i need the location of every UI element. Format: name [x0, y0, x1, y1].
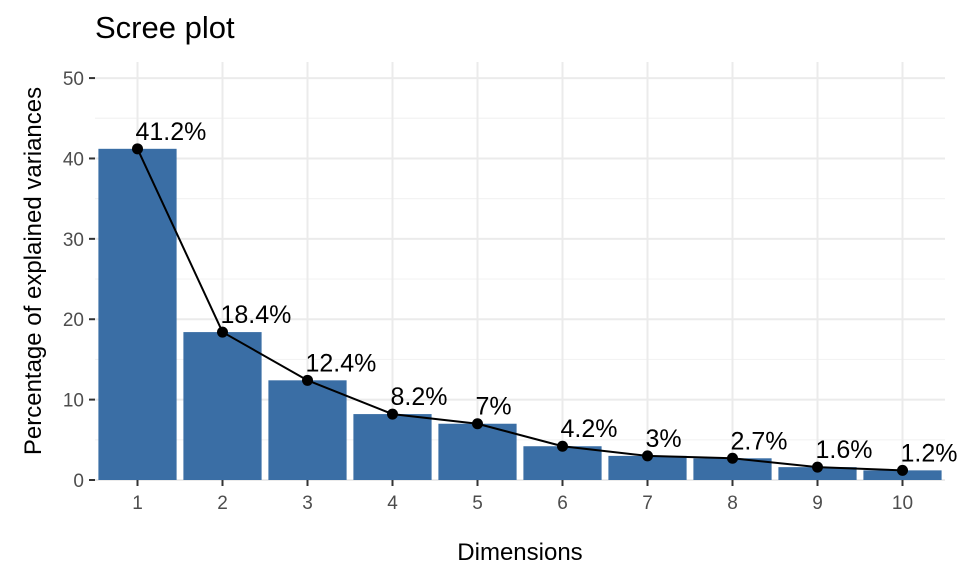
data-label-dim-10: 1.2%	[901, 439, 958, 467]
data-labels: 41.2% 18.4% 12.4% 8.2% 7% 4.2% 3% 2.7% 1.6% 1.2%	[136, 118, 958, 468]
y-tick-label: 40	[63, 149, 84, 170]
data-label-dim-6: 4.2%	[561, 415, 618, 443]
point-dim-7	[642, 450, 653, 462]
x-tick-label: 7	[642, 493, 653, 514]
x-tick-label: 8	[727, 493, 738, 514]
point-dim-10	[897, 464, 908, 476]
data-label-dim-7: 3%	[646, 425, 682, 453]
data-label-dim-9: 1.6%	[816, 436, 873, 464]
points	[132, 143, 908, 476]
y-axis-title: Percentage of explained variances	[20, 87, 47, 455]
point-dim-6	[557, 440, 568, 452]
y-tick-label: 10	[63, 391, 84, 412]
point-dim-8	[727, 452, 738, 464]
bar-dim-4	[353, 414, 432, 480]
y-tick-label: 20	[63, 310, 84, 331]
point-dim-5	[472, 418, 483, 430]
point-dim-1	[132, 143, 143, 155]
line-overlay	[136, 148, 903, 472]
point-dim-3	[302, 374, 313, 386]
data-label-dim-4: 8.2%	[391, 383, 448, 411]
y-tick-label: 50	[63, 69, 84, 90]
point-dim-2	[217, 326, 228, 338]
x-tick-label: 4	[387, 493, 398, 514]
variance-line	[136, 148, 903, 472]
bar-dim-5	[438, 423, 517, 480]
x-tick-label: 2	[217, 493, 228, 514]
bar-dim-2	[183, 332, 262, 480]
data-label-dim-2: 18.4%	[221, 301, 292, 329]
bar-dim-8	[693, 458, 772, 480]
bar-dim-3	[268, 380, 347, 480]
point-dim-4	[387, 408, 398, 420]
bar-dim-6	[523, 446, 602, 480]
x-tick-label: 5	[472, 493, 483, 514]
x-tick-label: 3	[302, 493, 313, 514]
x-tick-label: 9	[812, 493, 823, 514]
data-label-dim-3: 12.4%	[306, 349, 377, 377]
y-tick-label: 0	[73, 471, 84, 492]
x-tick-label: 10	[892, 493, 913, 514]
x-tick-label: 6	[557, 493, 568, 514]
axes: 0 10 20 30 40 50 1 2 3 4 5 6 7 8 9 10	[63, 69, 913, 514]
data-label-dim-5: 7%	[476, 393, 512, 421]
bar-dim-1	[98, 148, 177, 481]
y-tick-label: 30	[63, 230, 84, 251]
chart-title: Scree plot	[95, 10, 235, 45]
data-label-dim-1: 41.2%	[136, 118, 207, 146]
x-tick-label: 1	[132, 493, 143, 514]
data-label-dim-8: 2.7%	[731, 427, 788, 455]
x-axis-title: Dimensions	[457, 539, 582, 566]
point-dim-9	[812, 461, 823, 473]
bar-dim-9	[778, 467, 857, 480]
